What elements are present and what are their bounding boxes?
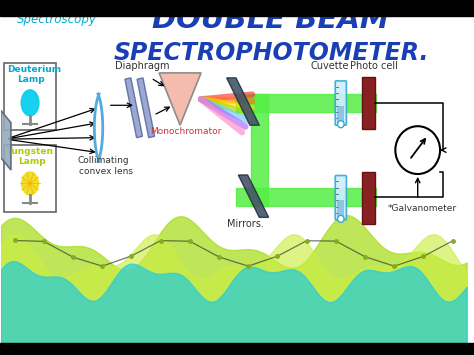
Text: Deuterium: Deuterium [7, 65, 61, 74]
Text: Tungsten: Tungsten [7, 147, 54, 156]
Bar [362, 77, 375, 129]
FancyBboxPatch shape [335, 81, 346, 125]
Text: Lamp: Lamp [17, 75, 45, 84]
Bar [337, 106, 344, 123]
Polygon shape [238, 175, 269, 217]
Text: SPECTROPHOTOMETER.: SPECTROPHOTOMETER. [113, 41, 428, 65]
Text: convex lens: convex lens [79, 167, 133, 176]
Text: Cuvette: Cuvette [310, 61, 349, 71]
Text: Spectroscopy: Spectroscopy [17, 13, 97, 26]
Text: Lamp: Lamp [18, 157, 46, 166]
Polygon shape [0, 110, 11, 170]
Text: Photo cell: Photo cell [350, 61, 398, 71]
Polygon shape [159, 73, 201, 125]
Polygon shape [137, 78, 155, 138]
Text: Collimating: Collimating [78, 155, 129, 165]
Circle shape [337, 215, 344, 222]
Ellipse shape [21, 90, 39, 116]
Ellipse shape [22, 172, 38, 195]
Polygon shape [125, 78, 143, 138]
Bar [4, 63, 55, 130]
FancyBboxPatch shape [335, 175, 346, 220]
Polygon shape [227, 78, 259, 125]
Text: *Galvanometer: *Galvanometer [387, 204, 456, 213]
Circle shape [395, 126, 440, 174]
Text: Monochromator: Monochromator [150, 127, 221, 136]
Bar [362, 171, 375, 224]
Text: Diaphragm: Diaphragm [115, 61, 169, 71]
Bar [337, 201, 344, 218]
Text: Mirrors.: Mirrors. [227, 219, 264, 229]
Text: DOUBLE BEAM: DOUBLE BEAM [153, 6, 389, 34]
Circle shape [337, 121, 344, 128]
Bar [4, 145, 55, 212]
